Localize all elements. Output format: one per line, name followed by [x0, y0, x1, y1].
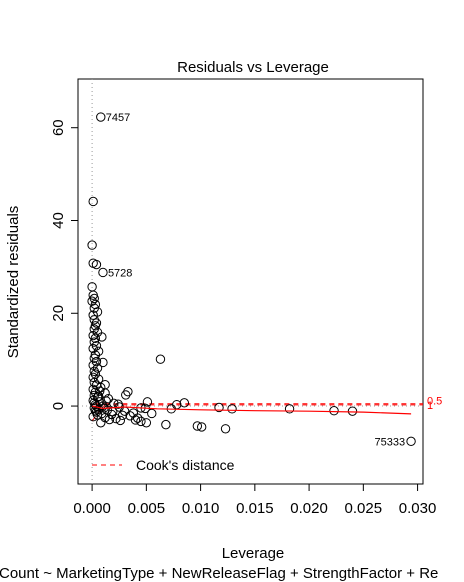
data-point	[329, 406, 339, 416]
data-point	[88, 196, 98, 207]
data-point	[98, 357, 108, 368]
legend-cooks-label: Cook's distance	[136, 457, 235, 473]
data-point	[136, 416, 146, 427]
x-tick-label: 0.010	[182, 500, 220, 517]
model-formula-label: Count ~ MarketingType + NewReleaseFlag +…	[0, 565, 438, 582]
data-point	[155, 354, 166, 364]
data-point	[121, 390, 131, 400]
x-tick-label: 0.015	[236, 500, 274, 517]
x-tick-label: 0.020	[290, 500, 328, 517]
data-point	[147, 408, 157, 419]
smoother-line	[91, 405, 412, 415]
data-point	[90, 299, 101, 310]
point-label: 7457	[106, 112, 130, 124]
data-point	[88, 310, 98, 320]
data-point	[88, 372, 98, 382]
data-point	[196, 422, 207, 432]
data-point	[115, 415, 126, 426]
y-tick-label: 60	[50, 119, 67, 136]
data-point	[132, 413, 143, 423]
data-point	[284, 404, 295, 414]
plot-area-frame	[77, 78, 424, 485]
data-point	[406, 436, 416, 447]
data-point	[97, 332, 107, 342]
data-point	[214, 402, 224, 413]
data-point	[92, 363, 103, 373]
data-point	[220, 424, 231, 434]
data-point	[87, 296, 97, 306]
y-axis-label: Standardized residuals	[5, 206, 22, 359]
data-point	[89, 377, 99, 388]
data-point	[113, 399, 123, 409]
data-point	[100, 380, 110, 390]
data-point	[117, 410, 128, 421]
data-point	[92, 410, 103, 420]
data-point	[192, 421, 203, 431]
x-axis: 0.000 0.005 0.010 0.015 0.020 0.025 0.030	[73, 483, 437, 517]
y-axis: 0 20 40 60	[50, 119, 79, 410]
data-point	[347, 406, 358, 416]
data-point	[89, 324, 99, 334]
data-point	[101, 396, 111, 406]
data-point	[96, 112, 106, 122]
cooks-contour-label: 1	[427, 400, 433, 412]
x-axis-label: Leverage	[222, 545, 285, 562]
data-point	[123, 386, 133, 397]
data-point	[89, 353, 99, 363]
plot-layer: 0.51 7457 5728 75333	[78, 79, 442, 484]
data-point	[94, 386, 105, 396]
y-tick-label: 40	[50, 212, 67, 229]
data-point	[93, 391, 104, 402]
data-point	[130, 415, 141, 425]
data-point	[91, 341, 102, 351]
data-point	[88, 412, 98, 422]
point-label: 5728	[108, 267, 132, 279]
data-point	[89, 315, 99, 325]
point-label: 75333	[374, 436, 405, 448]
x-tick-label: 0.025	[345, 500, 383, 517]
data-point	[108, 406, 118, 417]
x-tick-label: 0.000	[73, 500, 111, 517]
data-point	[161, 419, 171, 430]
y-tick-label: 20	[50, 305, 67, 322]
data-point	[90, 333, 101, 344]
data-point	[91, 259, 102, 270]
data-point	[98, 267, 108, 278]
cooks-contour-label: 0.5	[427, 396, 442, 408]
data-point	[88, 343, 98, 354]
data-point	[104, 414, 115, 425]
data-point	[89, 293, 99, 304]
data-point	[96, 418, 106, 428]
x-tick-label: 0.005	[128, 500, 166, 517]
y-tick-label: 0	[50, 402, 67, 410]
data-point	[142, 397, 153, 407]
data-point	[87, 240, 97, 250]
chart-title: Residuals vs Leverage	[177, 59, 329, 76]
data-point	[141, 418, 152, 428]
x-tick-label: 0.030	[399, 500, 437, 517]
legend: Cook's distance	[92, 457, 235, 473]
data-point	[88, 384, 98, 395]
data-point	[179, 398, 190, 408]
data-point	[227, 404, 237, 414]
data-point	[103, 393, 114, 404]
